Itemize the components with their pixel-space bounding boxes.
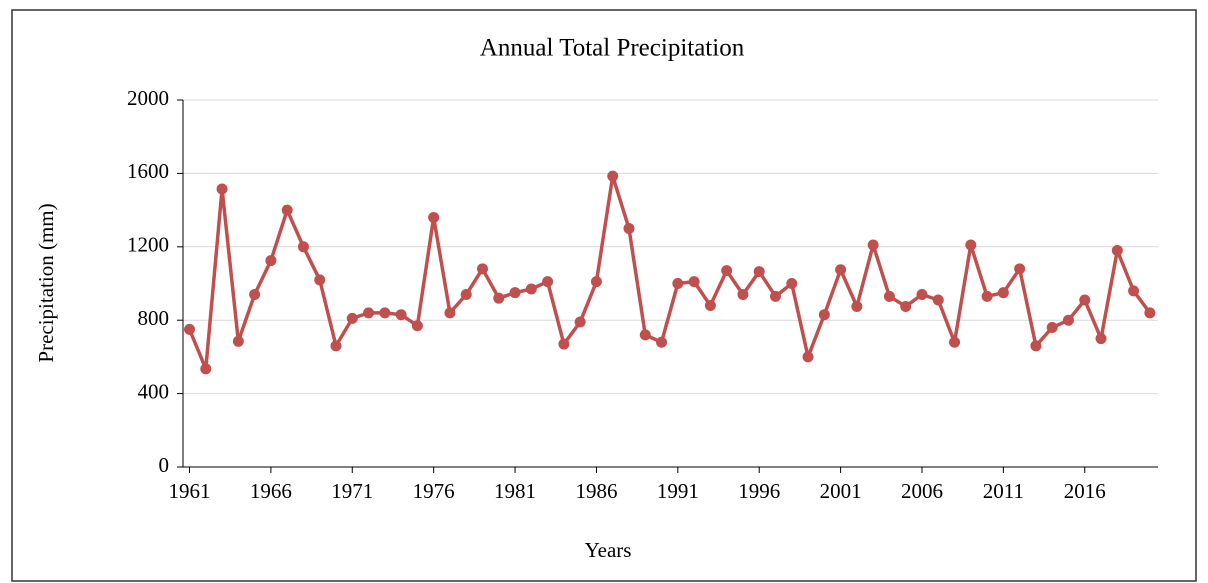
data-point [737, 289, 749, 301]
data-point [1030, 340, 1042, 352]
data-point [509, 287, 521, 299]
data-point [851, 300, 863, 312]
y-tick-label: 1600 [127, 159, 169, 183]
y-tick-label: 2000 [127, 86, 169, 110]
data-point [428, 211, 440, 223]
data-point [346, 312, 358, 324]
data-point [525, 283, 537, 295]
data-point [1128, 285, 1140, 297]
data-point [558, 338, 570, 350]
data-point [835, 264, 847, 276]
data-point [623, 222, 635, 234]
data-point [184, 323, 196, 335]
data-point [818, 309, 830, 321]
data-point [395, 309, 407, 321]
data-point [721, 265, 733, 277]
data-point [281, 204, 293, 216]
x-tick-label: 1981 [494, 479, 536, 503]
data-point [411, 320, 423, 332]
data-point [460, 289, 472, 301]
data-point [949, 336, 961, 348]
x-tick-label: 2001 [820, 479, 862, 503]
data-point [786, 278, 798, 289]
data-point [1062, 314, 1074, 326]
data-point [314, 274, 326, 286]
data-point [1144, 307, 1156, 319]
x-tick-label: 1966 [250, 479, 292, 503]
x-tick-label: 2006 [901, 479, 943, 503]
x-tick-label: 1991 [657, 479, 699, 503]
data-point [1079, 294, 1091, 306]
data-point [1095, 333, 1107, 345]
data-point [639, 329, 651, 341]
data-point [590, 276, 602, 288]
x-tick-label: 1976 [413, 479, 455, 503]
data-point [1046, 322, 1058, 334]
data-point [1014, 263, 1026, 275]
data-point [607, 170, 619, 182]
data-point [769, 290, 781, 302]
data-point [704, 300, 716, 312]
data-point [802, 351, 814, 363]
x-tick-label: 1986 [575, 479, 617, 503]
y-axis-label: Precipitation (mm) [34, 203, 58, 362]
data-point [379, 307, 391, 319]
data-point [493, 292, 505, 304]
data-point [900, 300, 912, 312]
data-point [916, 289, 928, 301]
x-tick-label: 1971 [331, 479, 373, 503]
x-tick-label: 2016 [1064, 479, 1106, 503]
data-point [297, 241, 309, 253]
x-tick-label: 1996 [738, 479, 780, 503]
data-point [200, 363, 212, 375]
x-tick-label: 2011 [983, 479, 1024, 503]
data-point [249, 289, 261, 301]
data-point [932, 294, 944, 306]
y-tick-label: 800 [138, 306, 170, 330]
chart-title: Annual Total Precipitation [480, 35, 745, 62]
x-tick-label: 1961 [169, 479, 211, 503]
data-point [1111, 244, 1123, 256]
data-point [330, 340, 342, 352]
data-point [965, 239, 977, 251]
data-point [444, 307, 456, 319]
data-point [753, 266, 765, 278]
data-point [656, 336, 668, 348]
data-point [688, 276, 700, 288]
y-tick-label: 0 [159, 453, 170, 477]
data-point [997, 287, 1009, 299]
data-point [883, 290, 895, 302]
data-point [672, 278, 684, 289]
data-point [216, 183, 228, 195]
data-point [867, 239, 879, 251]
y-tick-label: 1200 [127, 233, 169, 257]
data-point [232, 335, 244, 347]
data-point [476, 263, 488, 275]
data-point [981, 290, 993, 302]
data-point [265, 255, 277, 267]
data-point [542, 276, 554, 288]
data-point [363, 307, 375, 319]
y-tick-label: 400 [138, 379, 170, 403]
data-point [574, 316, 586, 328]
x-axis-label: Years [585, 538, 632, 562]
